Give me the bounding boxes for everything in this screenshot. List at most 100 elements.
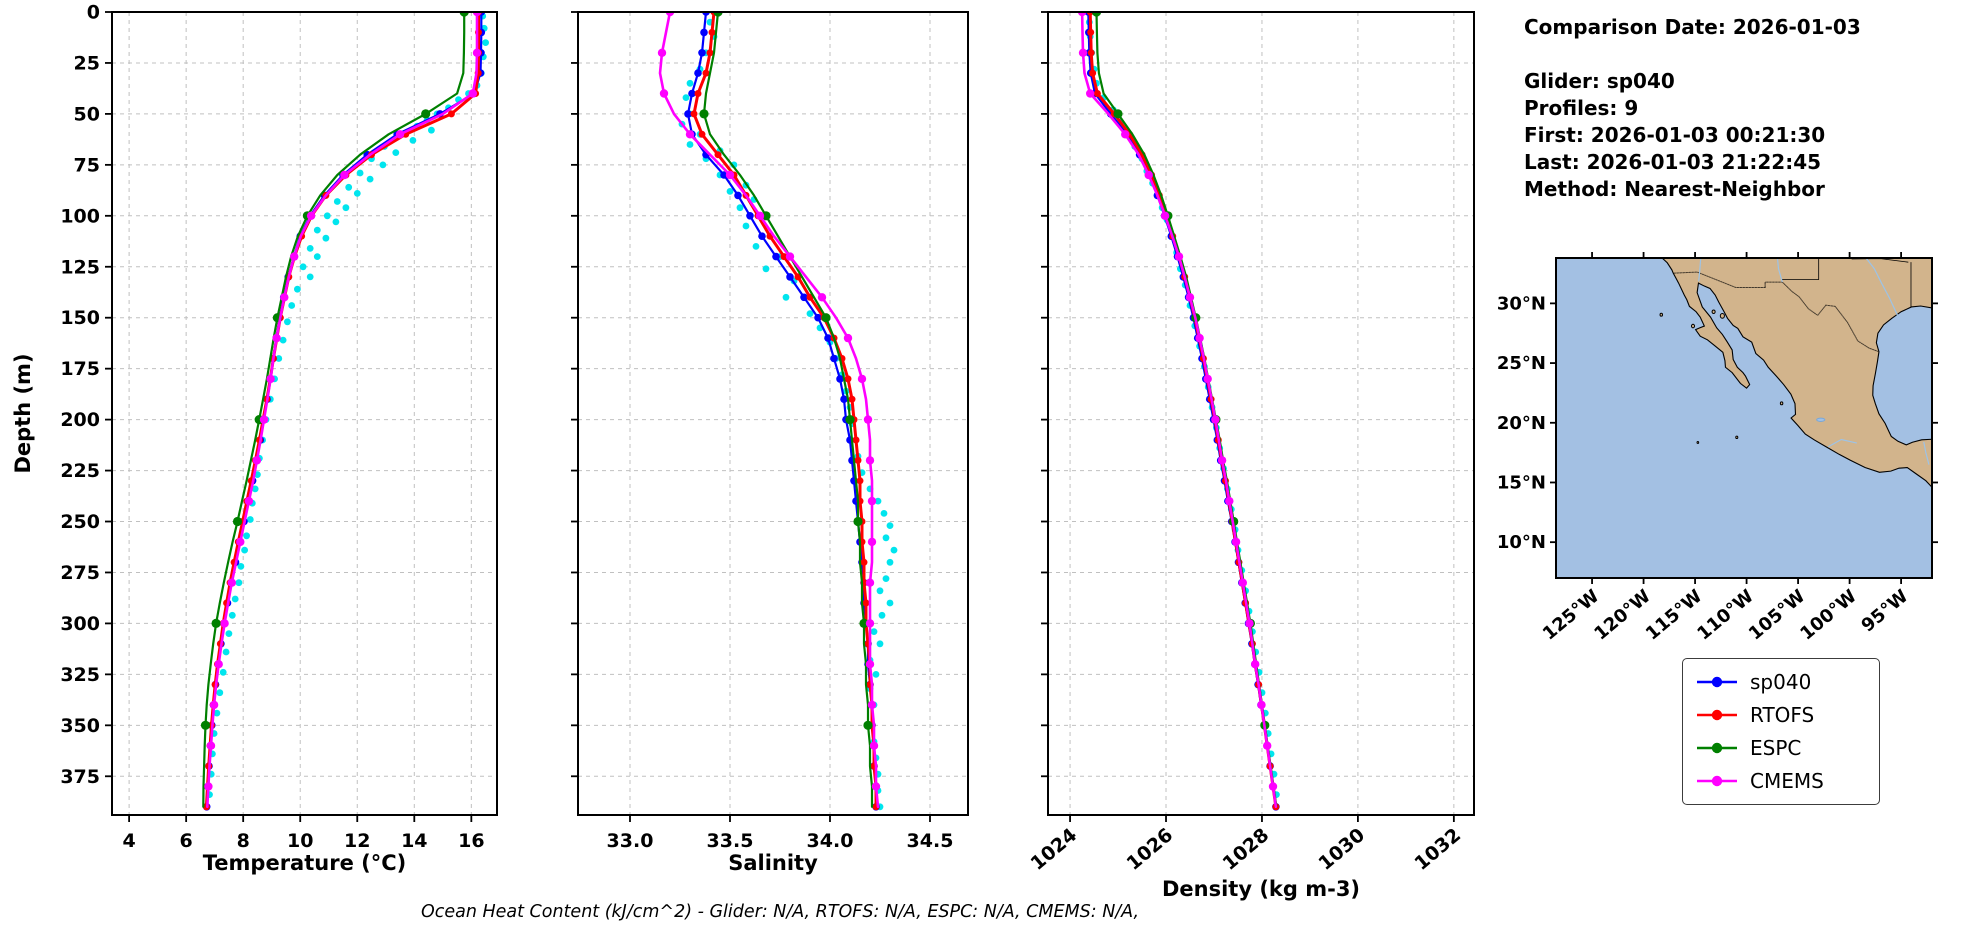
svg-text:175: 175	[60, 358, 100, 380]
series-RTOFS-markers	[202, 12, 482, 811]
legend-entry-ESPC: ESPC	[1695, 733, 1867, 763]
us-mexico-border	[1673, 272, 1879, 352]
svg-text:1030: 1030	[1314, 824, 1369, 875]
info-line: Last: 2026-01-03 21:22:45	[1524, 150, 1822, 174]
legend-swatch-icon	[1697, 742, 1737, 754]
grid	[112, 11, 497, 815]
info-lines: Glider: sp040 Profiles: 9 First: 2026-01-0…	[1524, 68, 1861, 203]
map-lat-label: 30°N	[1497, 293, 1546, 314]
map-lat-label: 15°N	[1497, 472, 1546, 493]
location-map: 30°N 25°N 20°N 15°N 10°N 125°W120°W115°W110°W…	[1497, 252, 1938, 645]
x-tick-labels: 1024 1026 1028 1030 1032	[1027, 815, 1465, 875]
series-sp040-markers	[202, 12, 486, 811]
series-ESPC-markers	[699, 12, 873, 730]
svg-text:33.5: 33.5	[707, 830, 754, 852]
comparison-date: Comparison Date: 2026-01-03	[1524, 15, 1861, 39]
legend-swatch-icon	[1697, 676, 1737, 688]
svg-text:0: 0	[87, 2, 100, 24]
info-line: Method: Nearest-Neighbor	[1524, 177, 1825, 201]
svg-text:4: 4	[122, 830, 135, 852]
map-lon-label: 105°W	[1745, 586, 1809, 645]
svg-text:350: 350	[60, 715, 100, 737]
svg-text:125: 125	[60, 256, 100, 278]
svg-text:1026: 1026	[1123, 824, 1178, 875]
series-RTOFS-markers	[1086, 12, 1280, 811]
x-tick-labels: 33.0 33.5 34.0 34.5	[607, 815, 954, 852]
map-lat-label: 10°N	[1497, 532, 1546, 553]
series-CMEMS-line	[1080, 12, 1278, 809]
x-tick-labels: 4 6 8 10 12 14 16	[122, 815, 485, 852]
series-ESPC-line	[202, 12, 466, 808]
y-tick-labels	[1041, 11, 1048, 778]
info-line: Glider: sp040	[1524, 69, 1675, 93]
info-line: Profiles: 9	[1524, 96, 1639, 120]
axes-spines	[1047, 11, 1475, 816]
series-ESPC-line	[702, 12, 874, 808]
svg-text:100: 100	[60, 205, 100, 227]
lake-chapala	[1817, 418, 1825, 421]
map-lon-label: 100°W	[1796, 586, 1860, 645]
raw-profiles-scatter	[1085, 18, 1280, 798]
svg-text:10: 10	[287, 830, 313, 852]
raw-profiles-scatter	[206, 12, 489, 798]
map-lon-label: 120°W	[1590, 586, 1654, 645]
series-CMEMS-markers	[657, 12, 881, 791]
rivers	[1699, 258, 1929, 465]
map-lat-label: 20°N	[1497, 413, 1546, 434]
info-panel: Comparison Date: 2026-01-03 Glider: sp04…	[1524, 14, 1861, 203]
legend-entry-sp040: sp040	[1695, 667, 1867, 697]
series-RTOFS-line	[1088, 12, 1278, 809]
svg-text:50: 50	[74, 103, 100, 125]
legend-swatch-icon	[1697, 709, 1737, 721]
series-RTOFS-line	[204, 12, 480, 809]
ohc-footer: Ocean Heat Content (kJ/cm^2) - Glider: N…	[420, 902, 1140, 922]
svg-text:14: 14	[401, 830, 427, 852]
series-sp040-line	[1087, 12, 1277, 808]
series-CMEMS-line	[658, 12, 880, 809]
y-axis-title: Depth (m)	[11, 353, 35, 473]
svg-text:34.0: 34.0	[807, 830, 854, 852]
panel-Salinity: 33.0 33.5 34.0 34.5 Salinity	[571, 11, 969, 875]
svg-text:275: 275	[60, 562, 100, 584]
series-CMEMS-markers	[1077, 12, 1278, 791]
svg-text:33.0: 33.0	[607, 830, 654, 852]
svg-text:8: 8	[237, 830, 250, 852]
svg-text:1028: 1028	[1219, 824, 1274, 875]
legend: sp040 RTOFS ESPC CMEMS	[1682, 658, 1880, 805]
legend-entry-CMEMS: CMEMS	[1695, 766, 1867, 796]
legend-label: sp040	[1750, 670, 1812, 694]
legend-label: ESPC	[1750, 736, 1802, 760]
svg-text:375: 375	[60, 766, 100, 788]
svg-text:225: 225	[60, 460, 100, 482]
svg-text:200: 200	[60, 409, 100, 431]
legend-label: RTOFS	[1750, 703, 1815, 727]
svg-text:16: 16	[458, 830, 484, 852]
svg-text:12: 12	[344, 830, 370, 852]
legend-label: CMEMS	[1750, 769, 1824, 793]
legend-swatch-icon	[1697, 775, 1737, 787]
grid	[578, 11, 968, 815]
map-lon-label: 125°W	[1539, 586, 1603, 645]
svg-text:150: 150	[60, 307, 100, 329]
svg-text:25: 25	[74, 52, 100, 74]
series-CMEMS-line	[206, 12, 479, 809]
y-tick-labels	[571, 11, 578, 778]
islands	[1660, 310, 1783, 443]
map-lon-label: 115°W	[1642, 586, 1706, 645]
svg-text:34.5: 34.5	[907, 830, 954, 852]
svg-text:6: 6	[180, 830, 193, 852]
map-geo	[1660, 258, 1932, 487]
panel-Temperature (°C): 4 6 8 10 12 14 16 0 25 50 75 100 125 150 175 200 225 250 2…	[11, 2, 498, 875]
y-tick-labels: 0 25 50 75 100 125 150 175 200 225 250 275 300 325 350…	[60, 2, 112, 788]
svg-text:1024: 1024	[1027, 824, 1082, 875]
svg-text:325: 325	[60, 664, 100, 686]
svg-text:75: 75	[74, 154, 100, 176]
axes-spines	[111, 11, 498, 816]
map-lon-label: 110°W	[1693, 586, 1757, 645]
svg-text:1032: 1032	[1410, 824, 1465, 875]
series-sp040-line	[205, 12, 483, 808]
map-lon-label: 95°W	[1858, 586, 1913, 637]
svg-text:300: 300	[60, 613, 100, 635]
map-frame	[1555, 257, 1933, 579]
